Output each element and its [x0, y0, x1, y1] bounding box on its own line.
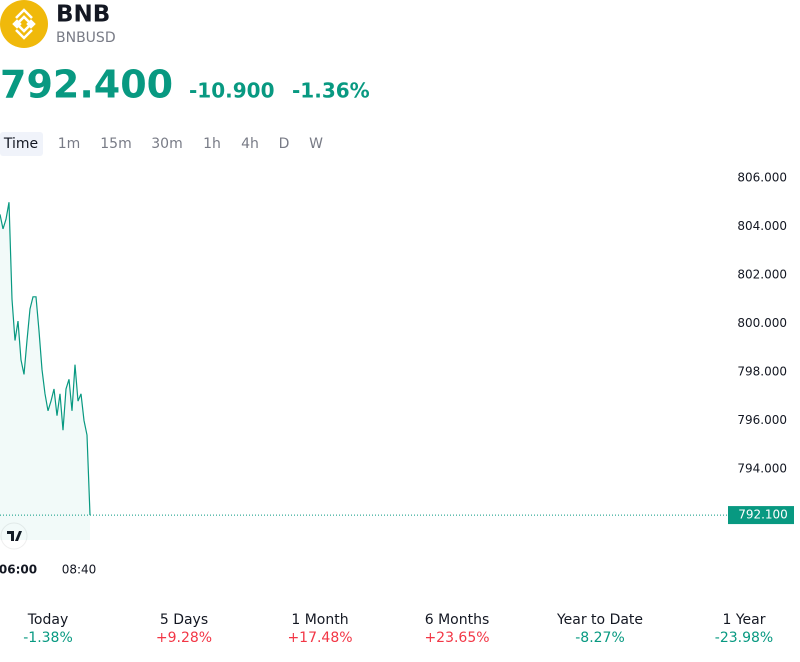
x-tick-label: 06:00 [0, 563, 37, 577]
line [0, 202, 91, 516]
price: 792.400 [0, 63, 173, 107]
period-change: -1.38% [23, 630, 73, 646]
name: BNB [56, 2, 110, 28]
period-label[interactable]: Today [27, 612, 69, 628]
period-change: +9.28% [156, 630, 212, 646]
period-change: -8.27% [575, 630, 625, 646]
interval[interactable]: 1h [203, 136, 221, 152]
period-label[interactable]: 6 Months [425, 612, 490, 628]
area [0, 202, 90, 540]
period-change: -23.98% [715, 630, 773, 646]
y-tick-label: 800.000 [737, 316, 787, 330]
y-tick-label: 798.000 [737, 365, 787, 379]
logo [0, 0, 48, 48]
y-tick-label: 796.000 [737, 413, 787, 427]
interval-selected [0, 132, 43, 156]
interval[interactable]: Time [3, 136, 38, 152]
change-percent: -1.36% [292, 79, 370, 103]
y-tick-label: 802.000 [737, 268, 787, 282]
interval[interactable]: 4h [241, 136, 259, 152]
period-label[interactable]: 5 Days [160, 612, 208, 628]
interval[interactable]: 15m [100, 136, 131, 152]
symbol: BNBUSD [56, 30, 116, 46]
interval[interactable]: W [309, 136, 323, 152]
period-change: +17.48% [287, 630, 352, 646]
interval[interactable]: D [279, 136, 290, 152]
interval[interactable]: 30m [151, 136, 182, 152]
period-label[interactable]: 1 Year [723, 612, 766, 628]
y-tick-label: 804.000 [737, 219, 787, 233]
period-change: +23.65% [424, 630, 489, 646]
period-label[interactable]: 1 Month [291, 612, 348, 628]
interval[interactable]: 1m [58, 136, 81, 152]
y-tick-label: 794.000 [737, 462, 787, 476]
y-tick-label: 806.000 [737, 171, 787, 185]
last-price-box [728, 506, 794, 525]
x-tick-label: 08:40 [62, 563, 97, 577]
last-price-label: 792.100 [738, 508, 788, 522]
tv-badge [0, 522, 28, 550]
change: -10.900 [189, 79, 274, 103]
period-label[interactable]: Year to Date [556, 612, 643, 628]
